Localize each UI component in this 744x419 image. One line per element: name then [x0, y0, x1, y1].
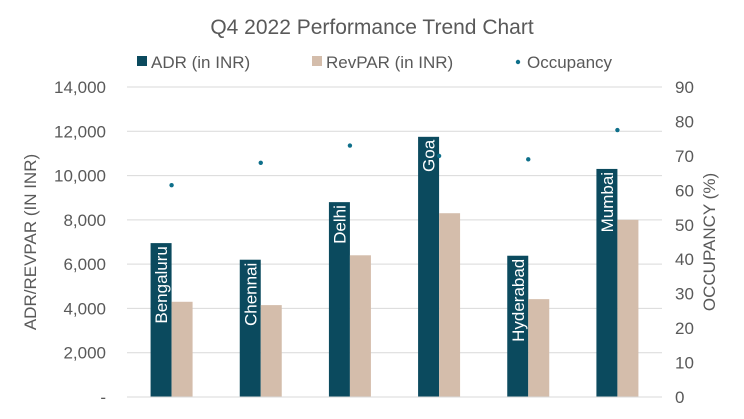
bar-revpar [617, 219, 639, 397]
legend-label-occupancy: Occupancy [527, 53, 613, 72]
category-label: Goa [420, 139, 439, 172]
y-axis-ticks-right: 0 10 20 30 40 50 60 70 80 90 [675, 78, 694, 407]
bar-revpar [528, 299, 550, 397]
bar-adr [328, 202, 350, 397]
occupancy-point [169, 182, 174, 188]
y-tick-label-left: 4,000 [63, 299, 106, 318]
y-tick-label-right: 60 [675, 181, 694, 200]
occupancy-points [169, 127, 620, 188]
bar-adr [239, 259, 261, 397]
occupancy-point [258, 160, 263, 165]
y-tick-label-right: 30 [675, 285, 694, 304]
category-label: Bengaluru [152, 246, 171, 324]
bar-revpar [349, 255, 371, 397]
bar-adr [507, 255, 529, 397]
legend: ADR (in INR) RevPAR (in INR) Occupancy [137, 53, 613, 72]
bars [150, 136, 639, 398]
legend-label-adr: ADR (in INR) [151, 53, 250, 72]
category-label: Delhi [330, 205, 349, 244]
bar-adr [150, 243, 172, 397]
y-axis-label-right: OCCUPANCY (%) [700, 173, 719, 311]
y-axis-label-left: ADR/REVPAR (IN INR) [21, 154, 40, 330]
category-label: Mumbai [598, 172, 617, 232]
bar-revpar [171, 301, 193, 397]
bar-revpar [439, 213, 461, 397]
legend-swatch-adr [137, 56, 147, 66]
legend-marker-occupancy [515, 59, 521, 65]
legend-swatch-revpar [312, 56, 322, 66]
y-tick-label-right: 80 [675, 112, 694, 131]
y-tick-label-left: - [100, 388, 106, 407]
y-tick-label-left: 12,000 [54, 122, 106, 141]
category-label: Chennai [241, 263, 260, 326]
occupancy-point [347, 143, 353, 148]
y-tick-label-right: 50 [675, 216, 694, 235]
y-tick-label-right: 70 [675, 147, 694, 166]
y-tick-label-left: 14,000 [54, 78, 106, 97]
bar-revpar [260, 305, 282, 397]
occupancy-point [436, 153, 442, 159]
gridlines [127, 86, 662, 354]
bar-adr [418, 136, 440, 398]
y-tick-label-right: 20 [675, 319, 694, 338]
y-tick-label-right: 40 [675, 250, 694, 269]
category-label: Hyderabad [509, 259, 528, 342]
y-tick-label-left: 6,000 [63, 255, 106, 274]
y-tick-label-left: 8,000 [63, 211, 106, 230]
occupancy-point [615, 127, 620, 133]
chart-title: Q4 2022 Performance Trend Chart [210, 16, 534, 39]
y-tick-label-left: 2,000 [63, 344, 106, 363]
category-labels: Bengaluru Chennai Delhi Goa Hyderabad Mumbai [152, 139, 617, 342]
bar-adr [596, 168, 618, 397]
y-tick-label-left: 10,000 [54, 167, 106, 186]
legend-label-revpar: RevPAR (in INR) [326, 53, 453, 72]
occupancy-point [526, 157, 531, 162]
y-tick-label-right: 10 [675, 354, 694, 373]
y-tick-label-right: 0 [675, 388, 684, 407]
y-tick-label-right: 90 [675, 78, 694, 97]
y-axis-ticks-left: - 2,000 4,000 6,000 8,000 10,000 12,000 14,000 [54, 78, 106, 407]
